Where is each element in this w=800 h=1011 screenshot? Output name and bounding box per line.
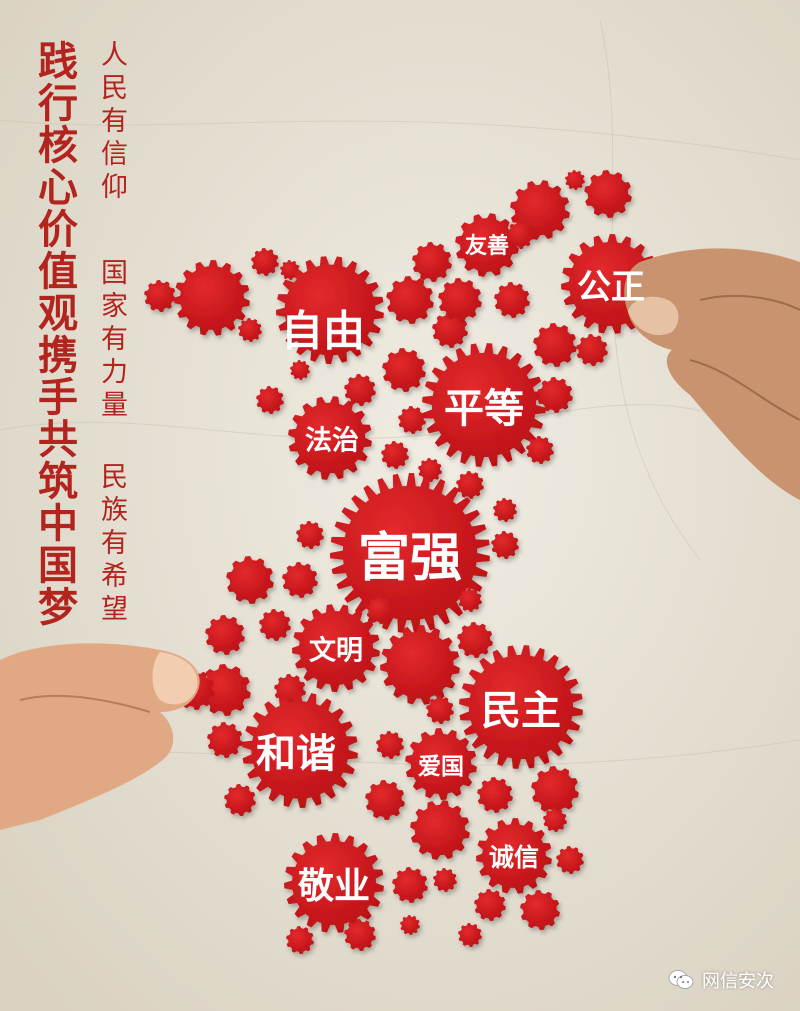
gear-24 bbox=[288, 396, 372, 480]
gear-20 bbox=[344, 374, 376, 406]
right-hand bbox=[624, 248, 800, 500]
gear-56 bbox=[224, 784, 256, 816]
gear-42 bbox=[199, 664, 251, 716]
gear-18 bbox=[576, 334, 608, 366]
gear-6 bbox=[386, 276, 434, 324]
gear-68 bbox=[458, 923, 482, 947]
gear-27 bbox=[381, 441, 409, 469]
gear-54 bbox=[477, 777, 513, 813]
gear-26 bbox=[290, 360, 310, 380]
gear-60 bbox=[284, 833, 384, 933]
gear-32 bbox=[330, 473, 490, 633]
watermark-text: 网信安次 bbox=[702, 971, 774, 992]
left-hand bbox=[0, 643, 200, 830]
label-hexie: 和谐 bbox=[256, 731, 336, 777]
gear-50 bbox=[207, 722, 243, 758]
gear-69 bbox=[543, 808, 567, 832]
gear-46 bbox=[458, 588, 482, 612]
slogan-main: 践行核心价值观携手共筑中国梦 bbox=[31, 40, 78, 628]
gear-29 bbox=[526, 436, 554, 464]
slogan-line-3: 民族有希望 bbox=[96, 462, 127, 627]
gear-41 bbox=[457, 622, 493, 658]
gear-15 bbox=[438, 278, 482, 322]
label-fazhi: 法治 bbox=[305, 425, 359, 457]
gear-13 bbox=[506, 221, 534, 249]
gear-40 bbox=[380, 625, 460, 705]
gear-55 bbox=[365, 780, 405, 820]
gear-66 bbox=[344, 919, 376, 951]
gear-48 bbox=[426, 696, 454, 724]
gear-map bbox=[144, 170, 661, 954]
gear-22 bbox=[422, 343, 546, 467]
gear-31 bbox=[493, 498, 517, 522]
gear-19 bbox=[382, 348, 426, 392]
gear-45 bbox=[366, 596, 394, 624]
gear-67 bbox=[400, 915, 420, 935]
gear-36 bbox=[282, 562, 318, 598]
label-chengxin: 诚信 bbox=[488, 843, 540, 872]
label-pingdeng: 平等 bbox=[444, 386, 524, 432]
gear-4 bbox=[238, 318, 262, 342]
gear-1 bbox=[174, 260, 250, 336]
slogan-line-1: 人民有信仰 bbox=[96, 40, 127, 205]
label-wenming: 文明 bbox=[309, 635, 363, 667]
gear-25 bbox=[256, 386, 284, 414]
gear-5 bbox=[276, 256, 384, 364]
gear-34 bbox=[491, 531, 519, 559]
gear-17 bbox=[533, 323, 577, 367]
gear-63 bbox=[474, 889, 506, 921]
gear-49 bbox=[242, 692, 358, 808]
label-minzhu: 民主 bbox=[481, 688, 561, 734]
gear-28 bbox=[418, 458, 442, 482]
label-gongzheng: 公正 bbox=[577, 267, 645, 308]
gear-2 bbox=[251, 248, 279, 276]
gear-12 bbox=[565, 170, 585, 190]
gear-7 bbox=[432, 312, 468, 348]
gear-39 bbox=[292, 604, 380, 692]
gear-59 bbox=[556, 846, 584, 874]
gear-47 bbox=[459, 645, 583, 769]
gear-0 bbox=[144, 280, 176, 312]
gear-21 bbox=[398, 406, 426, 434]
gear-23 bbox=[537, 377, 573, 413]
wechat-icon bbox=[668, 970, 694, 989]
slogan-line-2: 国家有力量 bbox=[96, 258, 127, 423]
gear-37 bbox=[205, 615, 245, 655]
gear-16 bbox=[494, 282, 530, 318]
gear-51 bbox=[376, 731, 404, 759]
label-fuqiang: 富强 bbox=[357, 528, 463, 589]
gear-8 bbox=[412, 242, 452, 282]
gear-57 bbox=[410, 800, 470, 860]
label-jingye: 敬业 bbox=[297, 866, 371, 907]
gear-38 bbox=[259, 609, 291, 641]
label-aiguo: 爱国 bbox=[418, 754, 464, 780]
gear-65 bbox=[286, 926, 314, 954]
gear-52 bbox=[405, 728, 477, 800]
gear-61 bbox=[392, 867, 428, 903]
gear-11 bbox=[584, 170, 632, 218]
gear-53 bbox=[531, 766, 579, 814]
gear-58 bbox=[476, 818, 552, 894]
gear-35 bbox=[226, 556, 274, 604]
watermark: 网信安次 bbox=[668, 967, 774, 993]
label-ziyou: 自由 bbox=[280, 306, 366, 356]
gear-9 bbox=[455, 213, 519, 277]
label-youshan: 友善 bbox=[464, 234, 510, 259]
gear-62 bbox=[433, 868, 457, 892]
gear-30 bbox=[456, 471, 484, 499]
gear-33 bbox=[296, 521, 324, 549]
gear-64 bbox=[520, 890, 560, 930]
